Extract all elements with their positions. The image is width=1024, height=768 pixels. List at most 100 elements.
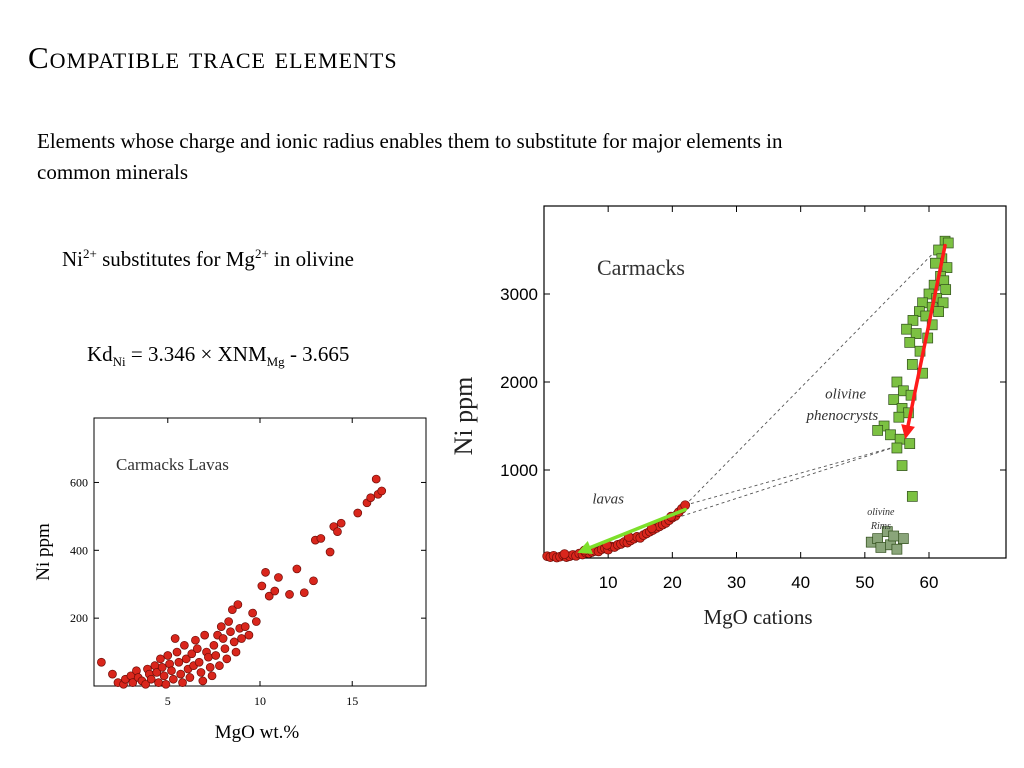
x-tick-label: 10 [254, 694, 266, 708]
substitution-tail: in olivine [268, 247, 354, 271]
x-tick-label: 50 [855, 573, 874, 592]
y-tick-label: 400 [70, 543, 88, 557]
data-point [229, 637, 239, 647]
data-point [211, 651, 221, 660]
dashed-guide-line [685, 444, 901, 506]
data-point [163, 651, 173, 660]
olivine-phenocryst-point [907, 315, 919, 326]
data-point [227, 605, 237, 615]
chart-title: Carmacks Lavas [116, 455, 229, 474]
data-point [191, 635, 200, 645]
x-tick-label: 40 [791, 573, 810, 592]
y-tick-label: 1000 [500, 461, 538, 480]
data-point [251, 617, 261, 626]
olivine-phenocryst-point [933, 306, 944, 317]
data-point [285, 590, 294, 599]
olivine-phenocryst-point [885, 429, 896, 441]
data-point [309, 576, 318, 586]
x-tick-label: 60 [920, 573, 939, 592]
olivine-phenocryst-point [893, 411, 905, 423]
olivine-phenocryst-point [872, 425, 884, 436]
olivine-phenocryst-point [930, 257, 941, 269]
data-point [366, 493, 376, 503]
olivine-rim-point [888, 530, 900, 542]
equation-tail: - 3.665 [284, 342, 350, 366]
data-point [218, 634, 228, 643]
data-point [152, 668, 162, 677]
data-point [196, 668, 206, 677]
data-point [257, 581, 267, 591]
data-point [108, 669, 117, 679]
data-point [181, 654, 191, 664]
annotation-olivine: olivine [825, 387, 866, 403]
olivine-phenocryst-point [888, 394, 900, 405]
olivine-trend-arrow [906, 243, 947, 428]
data-point [248, 608, 257, 618]
olivine-phenocryst-point [910, 328, 922, 339]
x-axis-label: MgO wt.% [215, 722, 300, 743]
intro-text: Elements whose charge and ionic radius e… [37, 129, 783, 184]
annotation-phenocrysts: phenocrysts [806, 408, 879, 424]
olivine-phenocryst-point [942, 237, 954, 249]
lavas-point [559, 549, 570, 559]
data-point [185, 673, 195, 682]
x-tick-label: 20 [663, 573, 682, 592]
data-point [261, 568, 270, 577]
data-point [237, 634, 246, 643]
annotation-rims: Rims [870, 521, 891, 532]
olivine-rim-point [891, 543, 903, 555]
olivine-phenocryst-point [940, 284, 952, 295]
x-tick-label: 10 [599, 573, 618, 592]
olivine-rim-point [875, 542, 887, 553]
data-point [216, 622, 226, 631]
equation-mid: = 3.346 × XNM [125, 342, 267, 366]
slide-title: Compatible trace elements [28, 40, 398, 75]
data-point [233, 600, 243, 609]
partition-equation: KdNi = 3.346 × XNMMg - 3.665 [87, 342, 350, 370]
data-point [97, 657, 106, 667]
data-point [299, 588, 309, 598]
data-point [220, 644, 230, 654]
olivine-phenocryst-point [904, 337, 916, 348]
data-point [200, 630, 210, 640]
olivine-phenocryst-point [896, 460, 908, 471]
data-point [205, 662, 215, 672]
lavas-trend-arrow [588, 507, 687, 550]
data-point [128, 678, 138, 687]
olivine-phenocryst-point [906, 491, 918, 502]
ion-nickel-charge: 2+ [83, 246, 97, 261]
olivine-phenocryst-point [901, 323, 912, 335]
data-point [316, 534, 326, 543]
data-point [231, 647, 241, 657]
dashed-guide-line [652, 444, 901, 526]
chart-title: Carmacks [597, 255, 685, 280]
annotation-lavas: lavas [592, 491, 624, 507]
data-point [371, 474, 381, 484]
data-point [161, 679, 171, 689]
data-point [224, 617, 233, 626]
x-tick-label: 5 [165, 694, 171, 708]
equation-mid-sub: Mg [266, 354, 285, 370]
equation-lhs: Kd [87, 342, 113, 366]
y-tick-label: 600 [70, 475, 88, 489]
data-point [194, 657, 204, 667]
data-point [292, 564, 302, 574]
y-axis-label: Ni ppm [449, 377, 478, 456]
data-point [176, 669, 186, 679]
data-point [192, 644, 202, 654]
data-point [174, 657, 184, 667]
data-point [157, 662, 167, 672]
data-point [178, 678, 187, 687]
data-point [377, 486, 387, 496]
data-point [187, 649, 197, 659]
data-point [274, 573, 283, 582]
y-tick-label: 200 [70, 611, 88, 625]
y-tick-label: 2000 [500, 373, 538, 392]
data-point [264, 591, 274, 601]
data-point [333, 527, 342, 536]
data-point [207, 671, 217, 681]
data-point [172, 647, 182, 657]
data-point [336, 518, 346, 528]
